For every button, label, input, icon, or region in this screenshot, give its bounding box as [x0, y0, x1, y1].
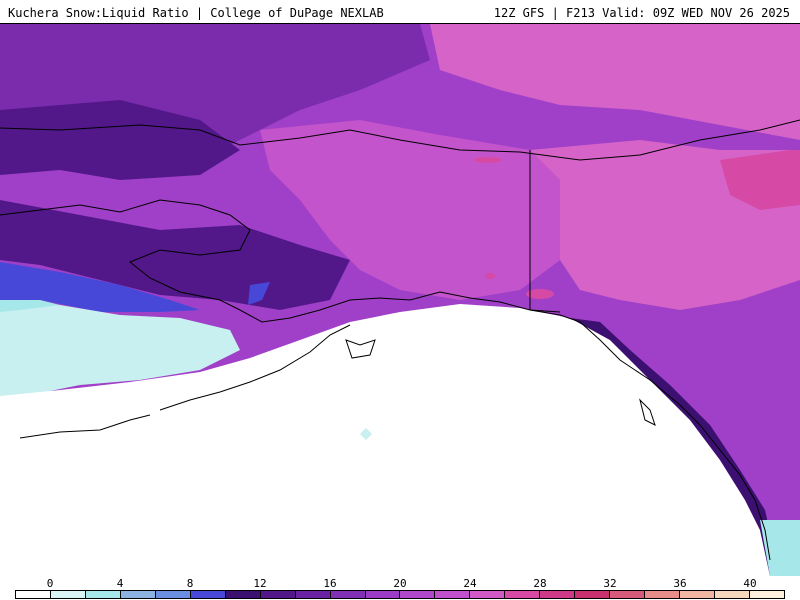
legend-swatch: [645, 591, 681, 598]
legend-swatch: [330, 591, 366, 598]
cyan-band: [0, 300, 60, 312]
legend-swatch: [610, 591, 646, 598]
legend-tick-label: 36: [673, 577, 687, 590]
northwest-deep-purple-region: [0, 100, 240, 180]
southeast-cyan-region: [760, 520, 800, 576]
map-view[interactable]: [0, 24, 800, 576]
legend-swatch: [505, 591, 541, 598]
pink-spot: [526, 289, 554, 299]
product-title: Kuchera Snow:Liquid Ratio | College of D…: [8, 6, 384, 20]
legend-ticks: 0 4 8 12 16 20 24 28 32 36 40: [0, 576, 800, 590]
legend-swatch: [120, 591, 156, 598]
legend-swatch: [155, 591, 191, 598]
legend-swatch: [435, 591, 471, 598]
legend-colorbar: [15, 590, 785, 599]
coastlines: [0, 119, 800, 561]
pink-spot: [485, 273, 495, 279]
no-snow-ocean-region: [0, 304, 770, 576]
cyan-blob: [360, 428, 372, 440]
color-legend: 0 4 8 12 16 20 24 28 32 36 40: [0, 576, 800, 600]
snow-ratio-field: [0, 24, 800, 576]
legend-tick-label: 12: [253, 577, 267, 590]
legend-tick-label: 32: [603, 577, 617, 590]
legend-swatch: [225, 591, 261, 598]
legend-swatch: [365, 591, 401, 598]
legend-swatch: [680, 591, 716, 598]
southwest-blue-band: [0, 262, 200, 312]
legend-swatch: [16, 591, 51, 598]
legend-tick-label: 16: [323, 577, 337, 590]
legend-tick-label: 24: [463, 577, 477, 590]
legend-swatch: [295, 591, 331, 598]
legend-swatch: [540, 591, 576, 598]
legend-swatch: [575, 591, 611, 598]
legend-tick-label: 20: [393, 577, 407, 590]
interior-violet-region: [260, 120, 560, 300]
legend-swatch: [400, 591, 436, 598]
legend-swatch: [715, 591, 751, 598]
legend-swatch: [85, 591, 121, 598]
yukon-pink-region: [720, 150, 800, 210]
legend-swatch: [190, 591, 226, 598]
legend-tick-label: 0: [46, 577, 54, 590]
legend-tick-label: 28: [533, 577, 547, 590]
legend-swatch: [50, 591, 86, 598]
legend-tick-label: 8: [186, 577, 194, 590]
arctic-magenta-region: [430, 24, 800, 140]
legend-swatch: [470, 591, 506, 598]
legend-swatch: [260, 591, 296, 598]
southwest-cyan-region: [0, 300, 240, 400]
pink-spot: [474, 157, 502, 163]
legend-swatch: [750, 591, 784, 598]
legend-tick-label: 40: [743, 577, 757, 590]
western-alaska-deep-purple: [0, 200, 350, 310]
header-bar: Kuchera Snow:Liquid Ratio | College of D…: [0, 0, 800, 24]
cook-inlet-blue: [248, 282, 270, 305]
model-run-valid-time: 12Z GFS | F213 Valid: 09Z WED NOV 26 202…: [493, 6, 790, 20]
legend-tick-label: 4: [116, 577, 124, 590]
